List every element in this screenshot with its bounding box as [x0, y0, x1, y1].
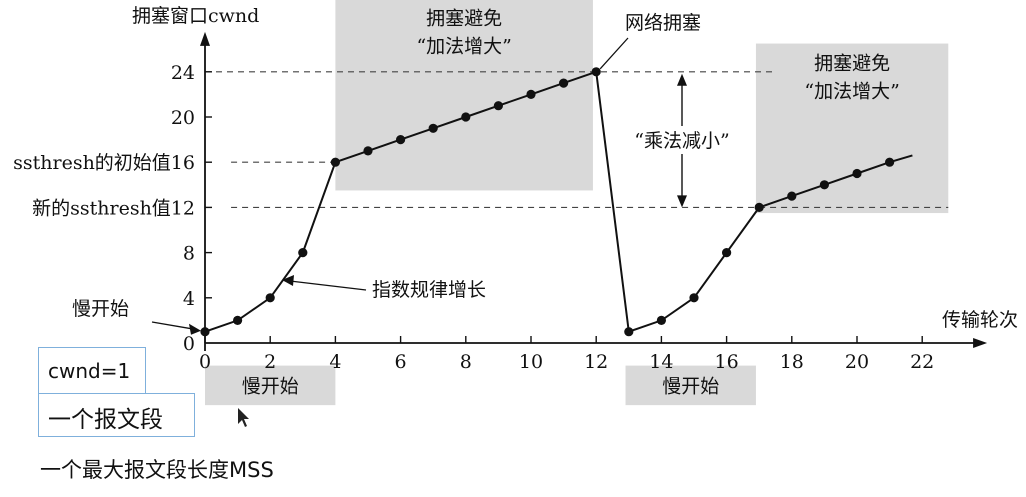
region-ca1-title: 拥塞避免	[426, 7, 502, 29]
decrease-label-bg	[618, 126, 746, 154]
x-tick-label-14: 14	[649, 351, 673, 373]
exponential-pointer	[289, 280, 367, 291]
cwnd-point-1	[233, 315, 243, 325]
x-tick-label-0: 0	[199, 351, 211, 373]
y-tick-label-0: 0	[183, 333, 195, 355]
cwnd-point-7	[428, 123, 438, 133]
y-axis-title: 拥塞窗口cwnd	[132, 5, 259, 27]
cwnd-point-12	[591, 67, 601, 77]
reference-lines	[205, 71, 949, 208]
cwnd-point-14	[656, 315, 667, 325]
slow-start-pointer-head	[189, 323, 201, 335]
mss-footer: 一个最大报文段长度MSS	[40, 458, 274, 482]
mouse-cursor-icon	[238, 408, 249, 427]
y-special-label-12: 新的ssthresh值12	[32, 197, 195, 219]
y-special-label-16: ssthresh的初始值16	[13, 152, 195, 174]
exponential-pointer-head	[282, 275, 294, 286]
x-tick-label-22: 22	[910, 351, 934, 373]
cwnd-point-13	[624, 327, 634, 337]
decrease-arrow-head-down	[677, 195, 687, 208]
x-tick-label-8: 8	[460, 351, 472, 373]
decrease-arrow-head-up	[677, 73, 687, 86]
cwnd-point-8	[461, 112, 471, 122]
region-ca1	[335, 0, 593, 191]
region-ca1-subtitle: “加法增大”	[416, 35, 511, 57]
segment-box: 一个报文段	[38, 393, 195, 437]
x-tick-label-10: 10	[519, 351, 543, 373]
cwnd-point-0	[200, 327, 210, 337]
x-tick-label-16: 16	[715, 351, 739, 373]
cwnd-point-16	[722, 248, 732, 258]
cwnd-point-2	[265, 293, 275, 303]
x-tick-label-6: 6	[395, 351, 407, 373]
cwnd-point-11	[559, 78, 569, 88]
x-axis-title: 传输轮次	[942, 309, 1018, 331]
region-ca2-title: 拥塞避免	[814, 53, 890, 75]
y-tick-label-8: 8	[183, 243, 195, 265]
y-tick-label-4: 4	[183, 288, 195, 310]
cwnd-point-6	[396, 135, 406, 145]
region-ss2	[625, 365, 756, 406]
segment-text: 一个报文段	[48, 407, 163, 433]
cwnd-text: cwnd=1	[48, 359, 131, 383]
cwnd-point-10	[526, 89, 536, 99]
cwnd-point-4	[330, 157, 340, 167]
cwnd-point-3	[298, 248, 308, 258]
exponential-label: 指数规律增长	[372, 279, 486, 301]
region-ss1-label: 慢开始	[242, 375, 299, 397]
cwnd-point-5	[363, 146, 373, 156]
regions: 拥塞避免 “加法增大” 拥塞避免 “加法增大” 慢开始 慢开始	[205, 0, 949, 406]
x-tick-label-20: 20	[845, 351, 869, 373]
y-axis-arrow	[200, 31, 210, 46]
cwnd-box: cwnd=1	[38, 347, 146, 395]
slow-start-label: 慢开始	[72, 298, 129, 320]
congestion-pointer	[599, 37, 629, 70]
region-ss1	[205, 365, 336, 406]
region-ss2-label: 慢开始	[662, 375, 719, 397]
cwnd-point-20	[852, 168, 862, 179]
cwnd-point-19	[819, 180, 830, 190]
cwnd-point-18	[787, 191, 797, 201]
region-ca2-subtitle: “加法增大”	[804, 81, 899, 103]
cwnd-point-9	[493, 101, 503, 111]
y-tick-label-20: 20	[171, 107, 195, 129]
decrease-label: “乘法减小”	[634, 130, 729, 152]
slow-start-pointer	[151, 321, 198, 331]
region-ca2	[755, 43, 949, 214]
cwnd-series	[200, 67, 913, 337]
cwnd-point-21	[885, 157, 895, 167]
congestion-label: 网络拥塞	[625, 12, 701, 34]
x-axis-arrow	[973, 338, 988, 348]
x-tick-label-18: 18	[780, 351, 804, 373]
x-tick-label-2: 2	[264, 351, 276, 373]
cwnd-point-17	[754, 202, 764, 212]
x-tick-label-4: 4	[329, 351, 341, 373]
y-tick-label-24: 24	[171, 62, 195, 84]
cwnd-point-15	[689, 293, 699, 303]
x-tick-label-12: 12	[584, 351, 608, 373]
